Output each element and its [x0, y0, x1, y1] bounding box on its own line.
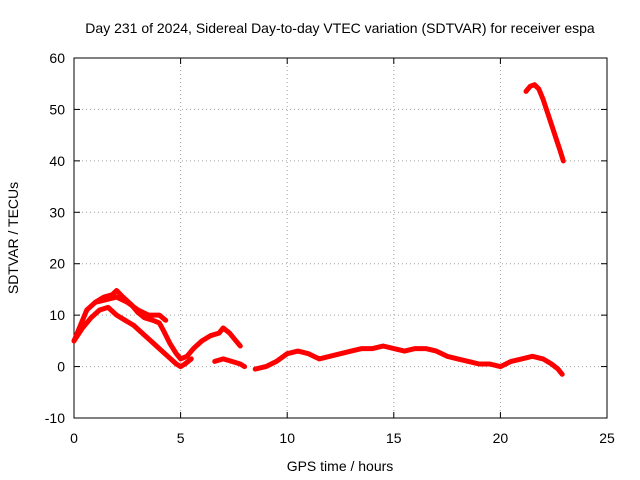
y-tick-label: -10	[45, 410, 65, 426]
y-axis-label: SDTVAR / TECUs	[5, 182, 21, 294]
y-tick-label: 20	[49, 256, 65, 272]
y-tick-label: 60	[49, 50, 65, 66]
x-tick-label: 0	[70, 430, 78, 446]
x-tick-label: 15	[386, 430, 402, 446]
chart-title: Day 231 of 2024, Sidereal Day-to-day VTE…	[85, 20, 595, 36]
y-tick-label: 40	[49, 153, 65, 169]
plot-frame	[73, 57, 608, 419]
y-tick-label: 10	[49, 307, 65, 323]
series-group	[71, 82, 566, 377]
x-tick-label: 20	[493, 430, 509, 446]
grid	[74, 58, 607, 418]
y-tick-label: 0	[57, 359, 65, 375]
series-line-third-branch	[92, 294, 169, 323]
x-axis-label: GPS time / hours	[287, 458, 394, 474]
ticks: 0 5 10 15 20 25 -10 0 10 20 30 40 50 60	[45, 50, 615, 446]
series-line-upper-branch	[71, 288, 243, 362]
x-tick-label: 10	[279, 430, 295, 446]
y-tick-label: 50	[49, 101, 65, 117]
series-line-day-trace	[252, 343, 565, 377]
x-tick-label: 25	[599, 430, 615, 446]
series-line-late-arc	[523, 82, 566, 164]
y-tick-label: 30	[49, 204, 65, 220]
x-tick-label: 5	[177, 430, 185, 446]
series-line-lower-branch	[71, 304, 194, 370]
series-line-small-segment	[212, 356, 248, 370]
